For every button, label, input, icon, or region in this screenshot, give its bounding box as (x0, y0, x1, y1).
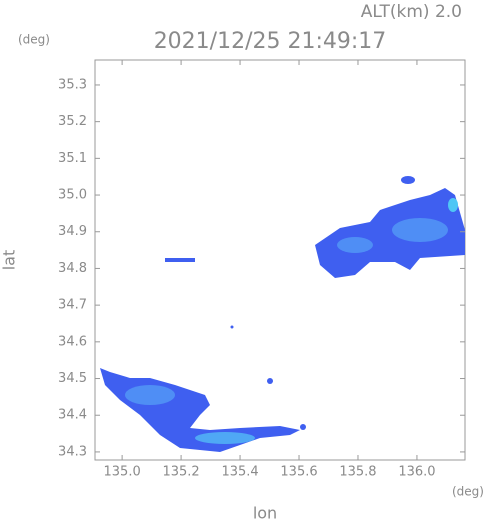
y-tick-label: 34.5 (58, 371, 87, 386)
x-tick-label: 135.2 (162, 465, 199, 480)
y-axis-label: lat (0, 250, 19, 271)
altitude-label: ALT(km) 2.0 (361, 2, 462, 22)
y-unit: (deg) (18, 33, 50, 47)
echo (195, 432, 255, 444)
echo (392, 218, 448, 242)
y-tick-label: 34.6 (58, 334, 87, 349)
echo (401, 176, 415, 184)
radar-echoes (100, 176, 465, 452)
y-tick-label: 34.4 (58, 408, 87, 423)
y-tick-label: 34.7 (58, 298, 87, 313)
x-tick-label: 136.0 (398, 465, 435, 480)
x-tick-label: 135.8 (339, 465, 376, 480)
x-tick-label: 135.0 (104, 465, 141, 480)
x-tick-label: 135.6 (280, 465, 317, 480)
y-tick-label: 35.0 (58, 188, 87, 203)
x-tick-label: 135.4 (221, 465, 258, 480)
echo (448, 198, 458, 212)
echo (125, 385, 175, 405)
y-tick-label: 34.8 (58, 261, 87, 276)
y-tick-label: 35.1 (58, 151, 87, 166)
y-tick-label: 35.3 (58, 77, 87, 92)
echo (267, 378, 273, 384)
y-tick-label: 34.9 (58, 224, 87, 239)
echo (337, 237, 373, 253)
plot-frame (94, 59, 466, 461)
echo (300, 424, 306, 430)
chart-title: 2021/12/25 21:49:17 (154, 29, 387, 54)
echo (230, 325, 234, 329)
y-tick-label: 34.3 (58, 444, 87, 459)
y-tick-label: 35.2 (58, 114, 87, 129)
echo (315, 188, 465, 278)
x-axis-label: lon (253, 504, 277, 521)
echo (165, 258, 195, 262)
x-unit: (deg) (452, 485, 484, 499)
